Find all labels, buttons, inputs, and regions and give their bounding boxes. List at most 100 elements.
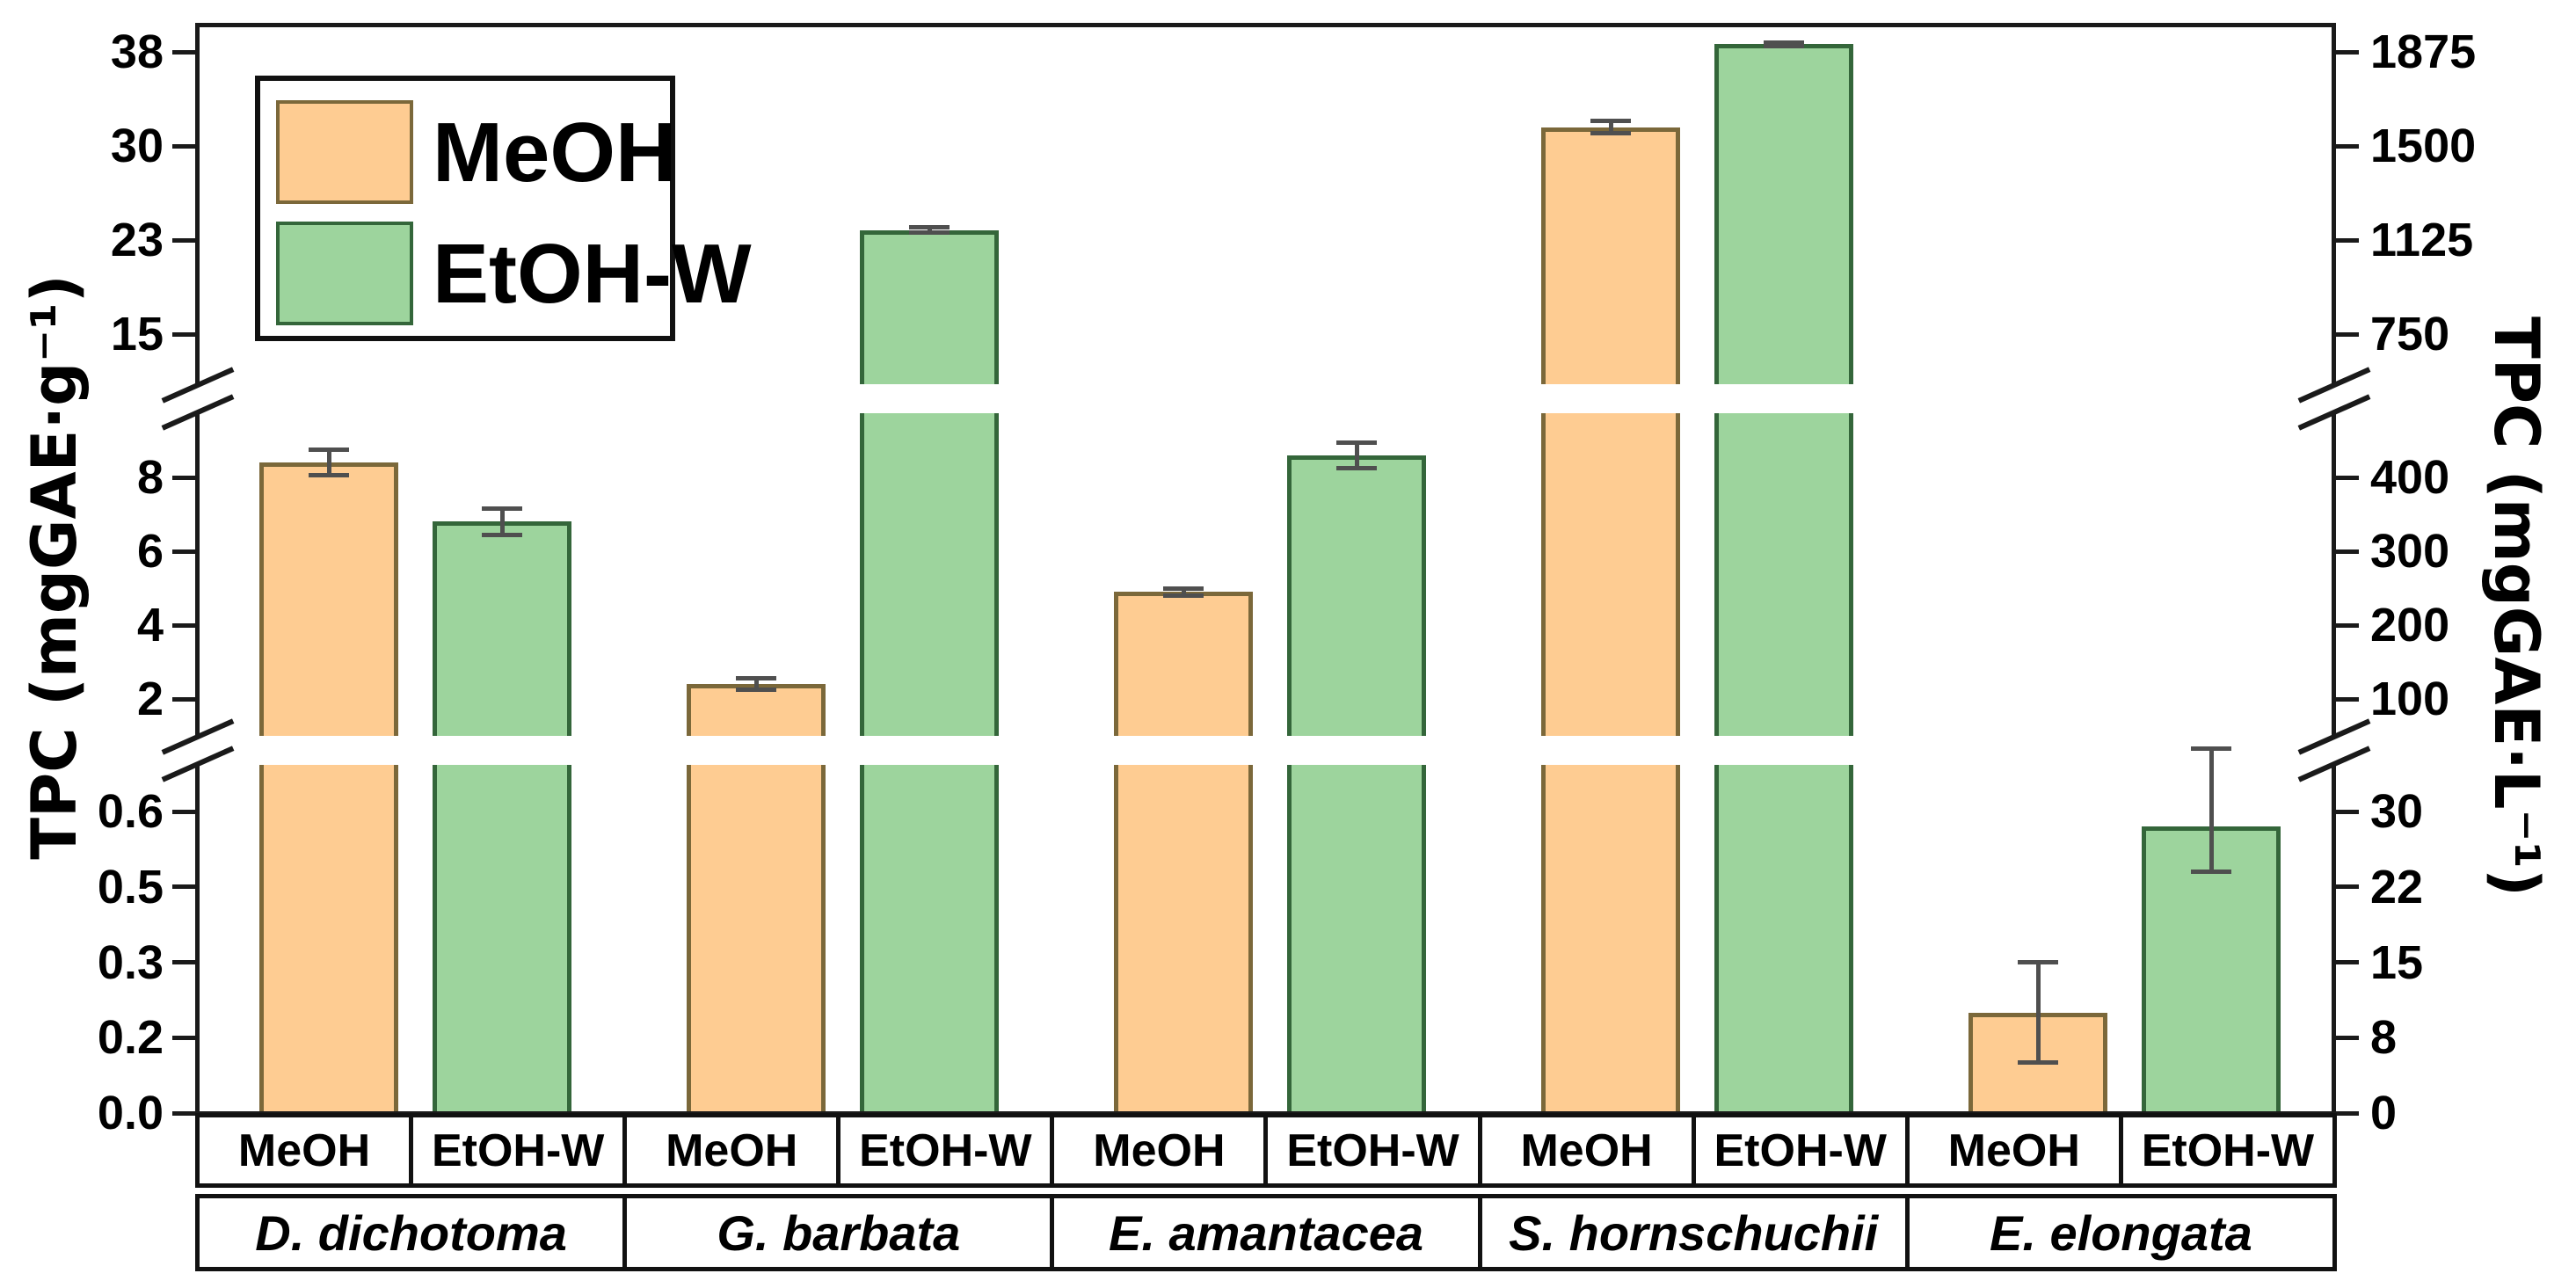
left-axis-tick — [172, 884, 195, 890]
left-axis-tick — [172, 622, 195, 628]
right-axis-tick-label: 400 — [2370, 451, 2450, 504]
species-cell-1: G. barbata — [622, 1198, 1050, 1267]
bar-meoh-3 — [1541, 127, 1680, 1116]
error-bar-line — [1354, 442, 1359, 469]
error-bar-cap-bottom — [1764, 44, 1804, 49]
species-cell-0: D. dichotoma — [255, 1204, 567, 1261]
error-bar-line — [499, 508, 505, 535]
right-axis-tick — [2336, 960, 2359, 965]
left-axis-tick — [172, 49, 195, 55]
solvent-cell-meoh-3: MeOH — [1477, 1117, 1692, 1183]
error-bar-cap-bottom — [2018, 1060, 2058, 1066]
solvent-cell-etoh-w-4: EtOH-W — [2118, 1117, 2332, 1183]
left-axis-tick-label: 6 — [136, 525, 164, 578]
error-bar-cap-top — [2191, 746, 2231, 751]
left-axis-tick — [172, 331, 195, 337]
error-bar-cap-bottom — [1163, 593, 1204, 598]
error-bar-cap-top — [736, 676, 776, 681]
right-axis-tick — [2336, 622, 2359, 628]
left-axis-tick-label: 30 — [110, 120, 164, 172]
right-axis-tick — [2336, 884, 2359, 890]
error-bar-cap-bottom — [736, 688, 776, 692]
left-axis-tick — [172, 809, 195, 814]
left-axis-tick-label: 38 — [110, 25, 164, 78]
right-axis-tick — [2336, 696, 2359, 702]
solvent-cell-meoh-0: MeOH — [237, 1124, 371, 1176]
bar-etoh-w-2 — [1287, 455, 1426, 1116]
solvent-cell-etoh-w-3: EtOH-W — [1691, 1117, 1905, 1183]
solvent-cell-meoh-1: MeOH — [622, 1117, 836, 1183]
left-axis-tick-label: 0.5 — [97, 860, 164, 913]
error-bar-line — [326, 449, 331, 476]
right-axis-tick-label: 22 — [2370, 860, 2424, 913]
species-cell-4: E. elongata — [1904, 1198, 2332, 1267]
left-axis-tick — [172, 143, 195, 149]
left-axis-tick — [172, 960, 195, 965]
right-axis-tick — [2336, 331, 2359, 337]
left-axis-tick-label: 0.3 — [97, 935, 164, 989]
right-axis-tick — [2336, 809, 2359, 814]
error-bar-cap-bottom — [482, 532, 522, 537]
error-bar-cap-top — [909, 225, 950, 230]
left-axis-tick — [172, 549, 195, 554]
right-axis-tick — [2336, 49, 2359, 55]
error-bar-cap-top — [1336, 440, 1377, 445]
right-axis-tick-label: 1125 — [2370, 214, 2474, 266]
error-bar-cap-bottom — [1336, 466, 1377, 470]
legend-box: MeOH EtOH-W — [255, 76, 752, 341]
left-axis-tick-label: 23 — [110, 214, 164, 266]
error-bar-cap-top — [1764, 40, 1804, 45]
solvent-cell-meoh-4: MeOH — [1904, 1117, 2119, 1183]
right-axis-tick-label: 750 — [2370, 308, 2450, 360]
right-axis-tick-label: 200 — [2370, 599, 2450, 651]
error-bar-line — [753, 678, 759, 690]
bar-etoh-w-3 — [1714, 44, 1853, 1116]
right-axis-title: TPC (mgGAE·L⁻¹) — [2480, 316, 2552, 898]
error-bar-cap-top — [2018, 960, 2058, 965]
solvent-cell-meoh-2: MeOH — [1050, 1117, 1263, 1183]
bar-etoh-w-4 — [2142, 826, 2281, 1116]
right-axis-tick — [2336, 143, 2359, 149]
right-axis-tick-label: 1875 — [2370, 25, 2477, 78]
right-axis-tick — [2336, 237, 2359, 243]
error-bar-cap-top — [309, 448, 349, 452]
error-bar-line — [1181, 588, 1186, 596]
error-bar-cap-bottom — [2191, 870, 2231, 875]
right-axis-tick-label: 100 — [2370, 673, 2450, 725]
right-axis-tick-label: 1500 — [2370, 120, 2477, 172]
error-bar-cap-bottom — [309, 473, 349, 478]
right-axis-tick-label: 15 — [2370, 935, 2424, 989]
error-bar-line — [1608, 120, 1613, 134]
error-bar-cap-top — [482, 506, 522, 512]
right-axis-tick — [2336, 549, 2359, 554]
legend-label-meoh: MeOH — [433, 106, 677, 200]
error-bar-line — [2209, 748, 2214, 872]
left-axis-tick — [172, 1035, 195, 1040]
error-bar-cap-bottom — [909, 229, 950, 235]
solvent-cell-etoh-w-1: EtOH-W — [836, 1117, 1050, 1183]
right-axis-tick-label: 8 — [2370, 1011, 2398, 1065]
solvent-cell-etoh-w-0: EtOH-W — [409, 1117, 622, 1183]
species-cell-3: S. hornschuchii — [1477, 1198, 1905, 1267]
axis-break-band — [167, 384, 2347, 413]
left-axis-tick-label: 4 — [136, 599, 164, 651]
right-axis-tick-label: 300 — [2370, 525, 2450, 578]
left-axis-tick-label: 0.2 — [97, 1011, 164, 1065]
left-axis-tick-label: 0.6 — [97, 785, 164, 839]
error-bar-cap-bottom — [1590, 131, 1631, 136]
left-axis-tick-label: 2 — [136, 673, 164, 725]
axis-break-band — [167, 736, 2347, 765]
right-axis-tick-label: 30 — [2370, 785, 2424, 839]
right-axis-tick — [2336, 1035, 2359, 1040]
error-bar-cap-top — [1590, 118, 1631, 123]
bar-etoh-w-1 — [860, 229, 999, 1116]
legend-label-etohw: EtOH-W — [433, 227, 752, 321]
solvent-label-row: MeOH EtOH-W MeOH EtOH-W MeOH EtOH-W MeOH EtOH-W… — [195, 1113, 2337, 1188]
species-label-row: D. dichotoma G. barbata E. amantacea S. hor… — [195, 1194, 2337, 1271]
error-bar-line — [927, 227, 932, 233]
solvent-cell-etoh-w-2: EtOH-W — [1263, 1117, 1477, 1183]
error-bar-cap-top — [1163, 586, 1204, 591]
left-axis-tick — [172, 1110, 195, 1116]
right-axis-tick — [2336, 1110, 2359, 1116]
left-axis-tick-label: 0.0 — [97, 1087, 164, 1139]
